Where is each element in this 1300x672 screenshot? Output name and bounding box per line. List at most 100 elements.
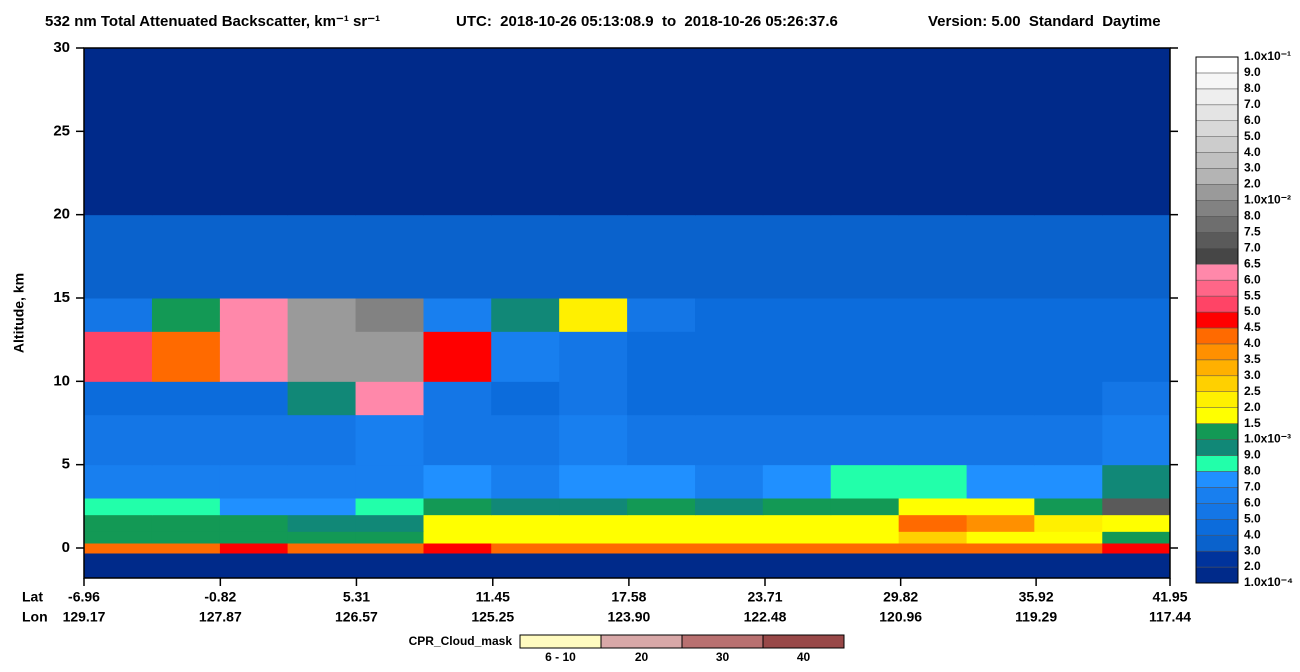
colorbar-label: 9.0 bbox=[1244, 448, 1261, 462]
cell bbox=[491, 414, 560, 466]
cell bbox=[423, 543, 492, 554]
colorbar-box bbox=[1195, 88, 1239, 106]
y-tick-label: 15 bbox=[53, 289, 70, 306]
cell bbox=[1102, 381, 1171, 416]
cell bbox=[287, 498, 357, 516]
cell bbox=[287, 214, 357, 299]
cell bbox=[423, 48, 492, 216]
y-tick-label: 0 bbox=[62, 539, 70, 556]
chart-title: 532 nm Total Attenuated Backscatter, km⁻… bbox=[45, 13, 380, 30]
cell bbox=[287, 381, 357, 416]
colorbar-label: 3.5 bbox=[1244, 352, 1261, 366]
cell bbox=[219, 48, 289, 216]
y-tick-label: 5 bbox=[62, 456, 70, 473]
colorbar-label: 7.0 bbox=[1244, 240, 1261, 254]
cell bbox=[491, 514, 560, 532]
cell bbox=[219, 331, 289, 382]
cell bbox=[1034, 553, 1103, 579]
cell bbox=[830, 553, 900, 579]
cell bbox=[559, 543, 628, 554]
colorbar-label: 5.0 bbox=[1244, 129, 1261, 143]
cell bbox=[355, 543, 424, 554]
plot-frame bbox=[83, 47, 1171, 579]
cell bbox=[151, 214, 221, 299]
cell bbox=[898, 331, 968, 382]
cell bbox=[627, 514, 696, 532]
cell bbox=[423, 381, 492, 416]
colorbar-label: 4.0 bbox=[1244, 527, 1261, 541]
colorbar-box bbox=[1195, 439, 1239, 456]
colorbar-box bbox=[1195, 455, 1239, 472]
cell bbox=[627, 553, 696, 579]
colorbar-box bbox=[1195, 534, 1239, 552]
cell bbox=[491, 331, 560, 382]
cell bbox=[219, 298, 289, 332]
cell bbox=[84, 464, 153, 499]
colorbar-label: 8.0 bbox=[1244, 464, 1261, 478]
cell bbox=[151, 514, 221, 532]
cell bbox=[966, 214, 1035, 299]
cell bbox=[84, 543, 153, 554]
colorbar-box bbox=[1195, 72, 1239, 90]
cell bbox=[898, 298, 968, 332]
x-tick-label: 23.71 bbox=[747, 589, 782, 605]
cell bbox=[695, 48, 764, 216]
cell bbox=[84, 381, 153, 416]
colorbar-label: 1.0x10⁻³ bbox=[1244, 432, 1291, 446]
cell bbox=[762, 543, 832, 554]
cell bbox=[355, 498, 424, 516]
cell bbox=[830, 498, 900, 516]
cell bbox=[355, 48, 424, 216]
colorbar-box bbox=[1195, 56, 1239, 74]
cell bbox=[898, 381, 968, 416]
cell bbox=[423, 331, 492, 382]
cell bbox=[559, 214, 628, 299]
cell bbox=[966, 298, 1035, 332]
cell bbox=[762, 214, 832, 299]
colorbar-box bbox=[1195, 248, 1239, 265]
cell bbox=[762, 331, 832, 382]
colorbar-box bbox=[1195, 295, 1239, 313]
cell bbox=[898, 531, 968, 544]
cell bbox=[627, 464, 696, 499]
cell bbox=[355, 381, 424, 416]
x2-tick-label: 127.87 bbox=[199, 609, 242, 625]
cell bbox=[84, 498, 153, 516]
cell bbox=[559, 514, 628, 532]
mask-legend-label: 6 - 10 bbox=[545, 650, 576, 664]
cell bbox=[966, 331, 1035, 382]
colorbar-box bbox=[1195, 136, 1239, 153]
cell bbox=[151, 414, 221, 466]
cell bbox=[355, 331, 424, 382]
x-tick-label: 35.92 bbox=[1019, 589, 1054, 605]
cell bbox=[627, 381, 696, 416]
colorbar-box bbox=[1195, 359, 1239, 377]
cell bbox=[966, 531, 1035, 544]
cell bbox=[423, 298, 492, 332]
cell bbox=[559, 531, 628, 544]
cell bbox=[695, 298, 764, 332]
cell bbox=[966, 381, 1035, 416]
cell bbox=[1034, 543, 1103, 554]
cell bbox=[287, 514, 357, 532]
cell bbox=[219, 514, 289, 532]
colorbar-label: 6.5 bbox=[1244, 256, 1261, 270]
cell bbox=[966, 414, 1035, 466]
cell bbox=[84, 298, 153, 332]
cell bbox=[830, 531, 900, 544]
cell bbox=[355, 298, 424, 332]
cell bbox=[762, 381, 832, 416]
x2-tick-label: 119.29 bbox=[1015, 609, 1057, 625]
cell bbox=[1034, 498, 1103, 516]
cell bbox=[966, 553, 1035, 579]
cell bbox=[830, 414, 900, 466]
x-row-label: Lat bbox=[22, 589, 43, 605]
cell bbox=[762, 414, 832, 466]
colorbar-box bbox=[1195, 327, 1239, 345]
x-tick-label: -6.96 bbox=[68, 589, 100, 605]
cell bbox=[84, 553, 153, 579]
mask-legend-label: 40 bbox=[797, 650, 811, 664]
cell bbox=[287, 553, 357, 579]
x-tick-label: 11.45 bbox=[476, 589, 510, 605]
cell bbox=[898, 214, 968, 299]
